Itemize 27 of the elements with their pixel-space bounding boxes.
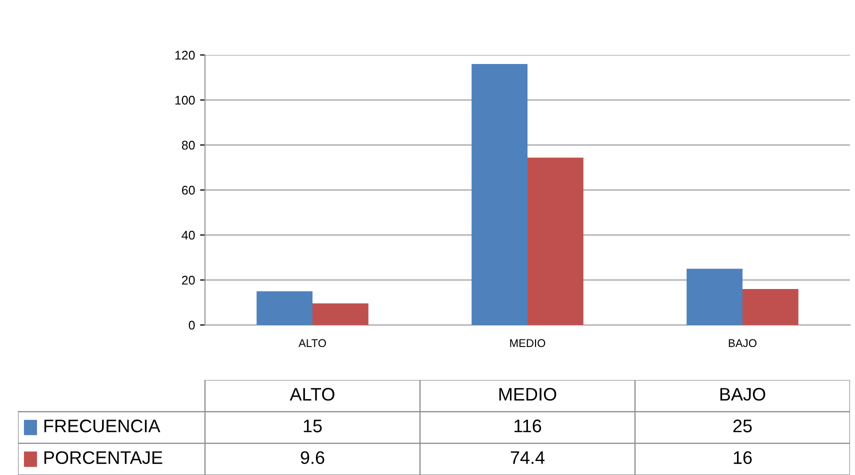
- x-tick-label: BAJO: [728, 339, 756, 348]
- data-label: 25: [733, 420, 752, 432]
- category-label: ALTO: [290, 388, 334, 401]
- y-tick-label: 40: [182, 230, 195, 240]
- y-tick-label: 60: [182, 186, 195, 195]
- data-label: 15: [304, 420, 322, 432]
- y-tick-label: 120: [175, 50, 195, 60]
- y-tick-label: 100: [175, 96, 195, 105]
- data-label: 16: [734, 451, 752, 464]
- y-tick-label: 20: [182, 276, 195, 285]
- bar: [472, 64, 528, 325]
- y-tick-label: 0: [188, 320, 195, 330]
- legend-label: FRECUENCIA: [44, 420, 160, 432]
- x-tick-label: ALTO: [298, 339, 326, 348]
- category-label: MEDIO: [499, 388, 556, 401]
- data-label: 9.6: [300, 451, 324, 464]
- data-label: 74.4: [510, 451, 545, 464]
- data-label: 116: [514, 420, 542, 432]
- bar: [742, 289, 798, 325]
- legend-label: PORCENTAJE: [44, 451, 162, 464]
- x-tick-label: MEDIO: [510, 339, 546, 348]
- bar: [528, 158, 584, 325]
- y-tick-label: 80: [182, 140, 195, 150]
- bar: [256, 291, 312, 325]
- category-label: BAJO: [720, 388, 766, 401]
- bar: [686, 268, 742, 325]
- bar: [312, 303, 368, 325]
